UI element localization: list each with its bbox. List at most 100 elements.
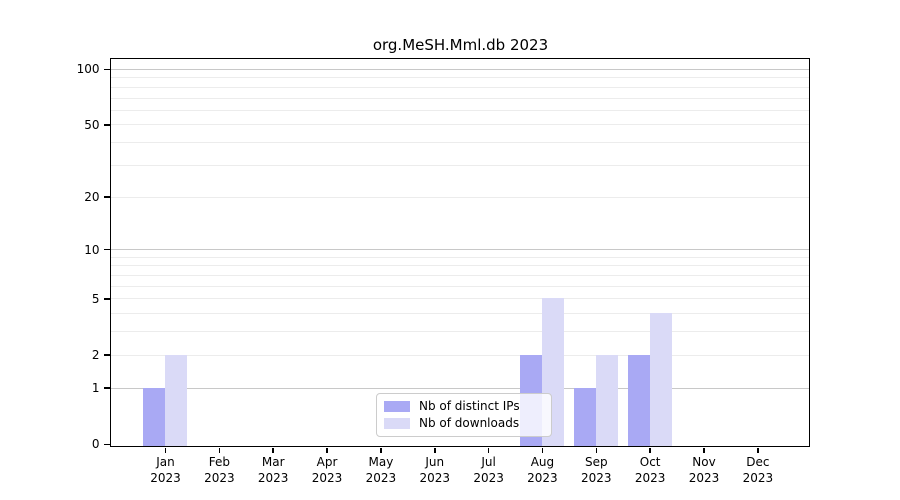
gridline-minor xyxy=(111,354,809,356)
x-tick xyxy=(272,447,274,453)
x-tick xyxy=(649,447,651,453)
x-tick-month: May xyxy=(368,455,394,469)
x-tick-year: 2023 xyxy=(473,471,504,485)
y-tick xyxy=(104,196,110,198)
gridline-minor xyxy=(111,97,809,99)
y-tick-label: 5 xyxy=(91,291,100,306)
y-tick-label: 0 xyxy=(91,437,100,452)
x-tick-label: Dec 2023 xyxy=(728,454,788,486)
gridline-major xyxy=(111,68,809,70)
legend-item-downloads: Nb of downloads xyxy=(384,416,543,431)
x-tick xyxy=(326,447,328,453)
x-tick-year: 2023 xyxy=(311,471,343,485)
gridline-major xyxy=(111,249,809,251)
x-tick xyxy=(703,447,705,453)
y-tick xyxy=(104,387,110,389)
x-tick-year: 2023 xyxy=(419,471,451,485)
x-tick-label: Apr 2023 xyxy=(297,454,357,486)
gridline-minor xyxy=(111,313,809,315)
x-tick xyxy=(487,447,490,453)
x-tick-year: 2023 xyxy=(257,471,289,485)
y-tick-label: 100 xyxy=(76,62,100,77)
bar-distinct-ips-jan xyxy=(143,387,165,446)
x-tick-year: 2023 xyxy=(634,471,666,485)
y-tick-label: 2 xyxy=(91,348,100,363)
gridline-minor xyxy=(111,77,809,79)
bar-downloads-jan xyxy=(165,354,187,446)
gridline-minor xyxy=(111,265,809,267)
plot-area: Nb of distinct IPs Nb of downloads xyxy=(110,57,810,447)
gridline-minor xyxy=(111,196,809,198)
bar-distinct-ips-sep xyxy=(573,387,596,446)
gridline-minor xyxy=(111,285,809,287)
x-tick xyxy=(757,447,759,453)
x-tick-year: 2023 xyxy=(204,471,235,485)
x-tick-year: 2023 xyxy=(581,471,612,485)
x-tick-year: 2023 xyxy=(742,471,774,485)
x-tick-year: 2023 xyxy=(527,471,558,485)
y-tick-label: 50 xyxy=(84,117,100,132)
gridline-minor xyxy=(111,298,809,300)
gridline-minor xyxy=(111,86,809,88)
x-tick-label: Feb 2023 xyxy=(189,454,249,486)
x-tick-month: Dec xyxy=(746,455,770,469)
x-tick-label: Oct 2023 xyxy=(620,454,680,486)
legend-swatch-distinct-ips xyxy=(384,400,410,412)
y-tick xyxy=(104,354,110,356)
x-tick-label: Sep 2023 xyxy=(566,454,626,486)
legend-label-distinct-ips: Nb of distinct IPs xyxy=(419,399,520,413)
x-tick-month: Sep xyxy=(584,455,608,469)
y-tick-label: 1 xyxy=(91,381,100,395)
gridline-minor xyxy=(111,124,809,126)
gridline-minor xyxy=(111,142,809,144)
x-tick xyxy=(595,447,598,453)
gridline-minor xyxy=(111,164,809,166)
x-tick-month: Feb xyxy=(208,455,230,469)
x-tick-year: 2023 xyxy=(150,471,181,485)
y-tick-label: 10 xyxy=(84,242,100,257)
chart-title: org.MeSH.Mml.db 2023 xyxy=(372,36,549,54)
bar-downloads-sep xyxy=(595,354,618,446)
x-tick-month: Aug xyxy=(530,455,555,469)
gridline-minor xyxy=(111,256,809,258)
x-tick-label: Jan 2023 xyxy=(136,454,196,486)
x-tick-month: Jul xyxy=(481,455,496,469)
x-tick-label: Mar 2023 xyxy=(243,454,303,486)
x-tick xyxy=(380,447,382,453)
gridline-minor xyxy=(111,109,809,111)
x-tick xyxy=(164,447,167,453)
gridline-minor xyxy=(111,274,809,276)
x-tick-month: Apr xyxy=(316,455,338,469)
plot-layers xyxy=(111,59,809,446)
bar-distinct-ips-oct xyxy=(627,354,650,446)
x-tick xyxy=(541,447,544,453)
x-tick-month: Nov xyxy=(692,455,716,469)
legend: Nb of distinct IPs Nb of downloads xyxy=(376,392,552,437)
x-tick-year: 2023 xyxy=(688,471,720,485)
y-tick-label: 20 xyxy=(84,190,100,205)
x-tick-label: May 2023 xyxy=(351,454,411,486)
x-tick-label: Aug 2023 xyxy=(512,454,572,486)
x-tick-month: Oct xyxy=(639,455,661,469)
legend-label-downloads: Nb of downloads xyxy=(419,416,520,430)
legend-item-distinct-ips: Nb of distinct IPs xyxy=(384,399,543,414)
y-tick xyxy=(104,124,110,126)
x-tick-month: Mar xyxy=(261,455,285,469)
bar-downloads-oct xyxy=(649,313,672,446)
y-tick xyxy=(104,298,110,300)
x-tick-label: Nov 2023 xyxy=(674,454,734,486)
x-tick xyxy=(434,447,436,453)
y-tick xyxy=(104,443,110,446)
legend-swatch-downloads xyxy=(384,417,410,429)
y-tick xyxy=(104,68,110,71)
gridline-minor xyxy=(111,331,809,333)
x-tick xyxy=(218,447,221,453)
x-tick-label: Jul 2023 xyxy=(459,454,519,486)
y-tick xyxy=(104,248,110,251)
x-tick-label: Jun 2023 xyxy=(405,454,465,486)
x-tick-month: Jun xyxy=(425,455,445,469)
gridline-major xyxy=(111,387,809,389)
x-tick-year: 2023 xyxy=(365,471,397,485)
x-tick-month: Jan xyxy=(156,455,175,469)
